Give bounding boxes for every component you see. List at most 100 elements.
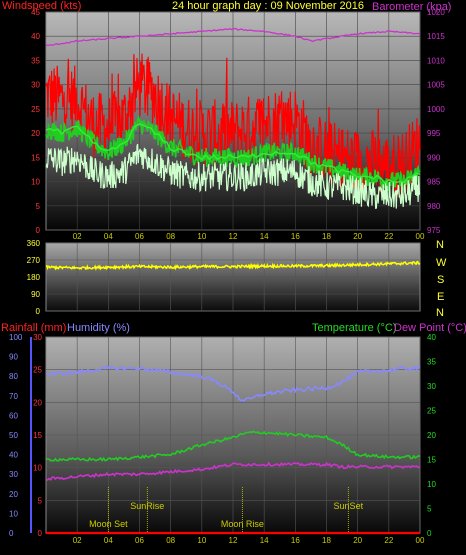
- wind-x-tick-label-22: 22: [384, 232, 393, 241]
- rain-tick-label-30: 30: [33, 333, 42, 342]
- event-label-0: Moon Set: [89, 519, 128, 529]
- chart-title: 24 hour graph day : 09 November 2016: [172, 0, 364, 12]
- wind-tick-label-25: 25: [31, 105, 40, 114]
- temp-tick-label-10: 10: [427, 480, 436, 489]
- bot-x-tick-label-16: 16: [291, 536, 300, 545]
- series-wind-direction-line: [45, 260, 421, 271]
- wind-x-tick-label-16: 16: [291, 232, 300, 241]
- wind-x-tick-label-06: 06: [135, 232, 144, 241]
- dir-tick-label-360: 360: [27, 239, 41, 248]
- rain-tick-label-25: 25: [33, 366, 42, 375]
- compass-w: W: [436, 257, 447, 269]
- baro-tick-label-1020: 1020: [427, 8, 445, 17]
- baro-tick-label-990: 990: [427, 153, 441, 162]
- baro-tick-label-975: 975: [427, 226, 441, 235]
- humidity-axis-title: Humidity (%): [67, 322, 130, 334]
- wind-x-tick-label-04: 04: [104, 232, 113, 241]
- compass-n-bottom: N: [436, 307, 444, 319]
- rain-tick-label-10: 10: [33, 464, 42, 473]
- baro-tick-label-1015: 1015: [427, 32, 445, 41]
- dir-tick-label-180: 180: [27, 273, 41, 282]
- hum-tick-label-80: 80: [9, 372, 18, 381]
- series-barometer-line: [45, 27, 421, 47]
- hum-tick-label-40: 40: [9, 451, 18, 460]
- temp-tick-label-15: 15: [427, 456, 436, 465]
- hum-tick-label-100: 100: [9, 333, 23, 342]
- dewpoint-axis-title: Dew Point (°C): [394, 322, 466, 334]
- temp-tick-label-25: 25: [427, 407, 436, 416]
- wind-x-tick-label-10: 10: [197, 232, 206, 241]
- hum-tick-label-90: 90: [9, 353, 18, 362]
- wind-tick-label-30: 30: [31, 81, 40, 90]
- hum-tick-label-70: 70: [9, 392, 18, 401]
- temp-tick-label-0: 0: [427, 529, 432, 538]
- temp-tick-label-35: 35: [427, 358, 436, 367]
- wind-x-tick-label-18: 18: [322, 232, 331, 241]
- bot-x-tick-label-02: 02: [73, 536, 82, 545]
- hum-tick-label-60: 60: [9, 411, 18, 420]
- temp-tick-label-40: 40: [427, 333, 436, 342]
- wind-tick-label-10: 10: [31, 178, 40, 187]
- compass-s: S: [437, 274, 444, 286]
- temp-tick-label-30: 30: [427, 382, 436, 391]
- bot-x-tick-label-06: 06: [135, 536, 144, 545]
- rainfall-axis-title: Rainfall (mm): [1, 322, 66, 334]
- series-temperature-line: [45, 430, 421, 462]
- temperature-axis-title: Temperature (°C): [312, 322, 396, 334]
- baro-tick-label-1010: 1010: [427, 56, 445, 65]
- hum-tick-label-20: 20: [9, 490, 18, 499]
- bot-x-tick-label-12: 12: [229, 536, 238, 545]
- dir-tick-label-0: 0: [36, 307, 41, 316]
- wind-x-tick-label-02: 02: [73, 232, 82, 241]
- bot-x-tick-label-10: 10: [197, 536, 206, 545]
- baro-tick-label-985: 985: [427, 178, 441, 187]
- baro-tick-label-995: 995: [427, 129, 441, 138]
- wind-tick-label-5: 5: [36, 202, 41, 211]
- temp-tick-label-5: 5: [427, 505, 432, 514]
- compass-e: E: [437, 291, 444, 303]
- wind-tick-label-45: 45: [31, 8, 40, 17]
- wind-tick-label-15: 15: [31, 153, 40, 162]
- bot-x-tick-label-18: 18: [322, 536, 331, 545]
- bot-x-tick-label-14: 14: [260, 536, 269, 545]
- series-wind-average-smooth-line: [45, 123, 421, 185]
- bot-x-tick-label-20: 20: [353, 536, 362, 545]
- event-label-2: Moon Rise: [221, 519, 264, 529]
- temp-tick-label-20: 20: [427, 431, 436, 440]
- bot-x-tick-label-22: 22: [384, 536, 393, 545]
- windspeed-axis-title: Windspeed (kts): [2, 0, 81, 12]
- bot-x-tick-label-08: 08: [166, 536, 175, 545]
- barometer-axis-title: Barometer (kpa): [372, 1, 451, 13]
- series-wind-average-line: [45, 114, 421, 192]
- wind-x-tick-label-14: 14: [260, 232, 269, 241]
- bot-x-tick-label-04: 04: [104, 536, 113, 545]
- rain-tick-label-0: 0: [38, 529, 43, 538]
- series-wind-lull-line: [45, 143, 421, 210]
- rain-tick-label-5: 5: [38, 496, 43, 505]
- series-dewpoint-line: [45, 461, 421, 481]
- event-label-1: SunRise: [130, 501, 164, 511]
- hum-tick-label-10: 10: [9, 509, 18, 518]
- series-humidity-line: [45, 365, 421, 402]
- wind-tick-label-40: 40: [31, 32, 40, 41]
- hum-tick-label-30: 30: [9, 470, 18, 479]
- rain-tick-label-20: 20: [33, 398, 42, 407]
- rain-tick-label-15: 15: [33, 431, 42, 440]
- baro-tick-label-1000: 1000: [427, 105, 445, 114]
- wind-x-tick-label-20: 20: [353, 232, 362, 241]
- bot-x-tick-label-00: 00: [416, 536, 425, 545]
- baro-tick-label-980: 980: [427, 202, 441, 211]
- baro-tick-label-1005: 1005: [427, 81, 445, 90]
- dir-tick-label-270: 270: [27, 256, 41, 265]
- wind-tick-label-35: 35: [31, 56, 40, 65]
- hum-tick-label-50: 50: [9, 431, 18, 440]
- wind-x-tick-label-12: 12: [229, 232, 238, 241]
- dir-tick-label-90: 90: [31, 290, 40, 299]
- compass-n-top: N: [436, 239, 444, 251]
- hum-tick-label-0: 0: [9, 529, 14, 538]
- wind-x-tick-label-00: 00: [416, 232, 425, 241]
- event-label-3: SunSet: [334, 501, 364, 511]
- wind-x-tick-label-08: 08: [166, 232, 175, 241]
